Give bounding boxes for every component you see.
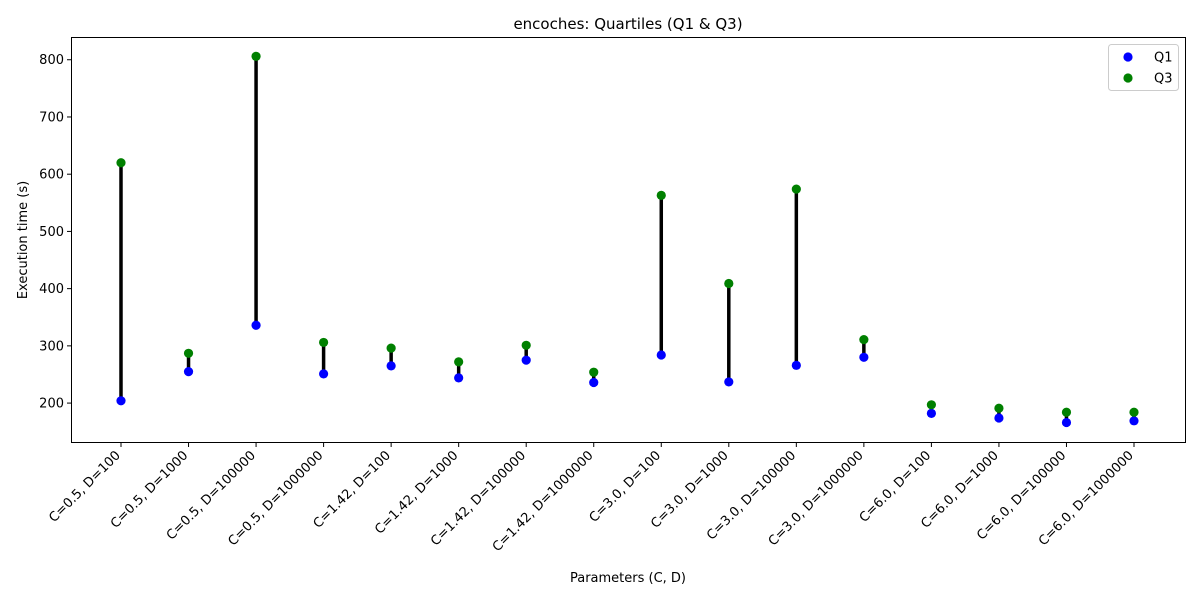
- q1-point: [791, 360, 801, 370]
- q3-point: [994, 403, 1004, 413]
- y-tick-label: 600: [39, 168, 64, 183]
- q3-legend-label: Q3: [1154, 72, 1173, 87]
- q3-point: [454, 357, 464, 367]
- y-tick-label: 800: [39, 53, 64, 68]
- q1-point: [724, 377, 734, 387]
- q1-point: [116, 396, 126, 406]
- y-axis-label: Execution time (s): [16, 181, 31, 299]
- q3-point: [724, 278, 734, 289]
- q1-point: [859, 352, 869, 362]
- y-tick-label: 300: [39, 339, 64, 354]
- y-tick-label: 700: [39, 110, 64, 125]
- points: [116, 51, 1139, 428]
- connectors: [119, 56, 1136, 423]
- q3-point: [319, 337, 329, 348]
- q1-legend-marker: [1123, 52, 1133, 62]
- q3-point: [251, 51, 261, 61]
- q3-point: [791, 184, 801, 194]
- q1-point: [926, 408, 937, 418]
- q1-point: [521, 355, 531, 365]
- q1-point: [319, 369, 329, 379]
- q3-point: [1061, 407, 1072, 417]
- y-tick-label: 500: [39, 225, 64, 240]
- y-tick-label: 200: [39, 397, 64, 412]
- q1-point: [1061, 417, 1072, 428]
- chart-title: encoches: Quartiles (Q1 & Q3): [513, 15, 742, 33]
- q3-point: [386, 343, 396, 353]
- q3-legend-marker: [1123, 73, 1133, 83]
- plot-frame: [71, 37, 1186, 443]
- q1-point: [454, 373, 464, 383]
- q3-point: [521, 340, 531, 350]
- q3-point: [183, 348, 194, 358]
- x-axis-label: Parameters (C, D): [570, 571, 686, 586]
- q1-point: [386, 361, 396, 371]
- q3-point: [116, 158, 126, 168]
- q1-point: [1129, 416, 1139, 426]
- q3-point: [656, 190, 666, 200]
- q1-point: [589, 377, 599, 388]
- q3-point: [1129, 407, 1139, 417]
- q1-point: [994, 413, 1004, 423]
- q1-point: [251, 320, 261, 330]
- q3-point: [926, 400, 937, 410]
- q1-point: [656, 350, 666, 360]
- q1-point: [183, 367, 194, 377]
- q3-point: [859, 334, 869, 345]
- y-tick-label: 400: [39, 282, 64, 297]
- q1-legend-label: Q1: [1154, 51, 1173, 66]
- q3-point: [589, 367, 599, 377]
- y-axis-ticks: 200 300 400 500 600 700 800: [39, 53, 72, 412]
